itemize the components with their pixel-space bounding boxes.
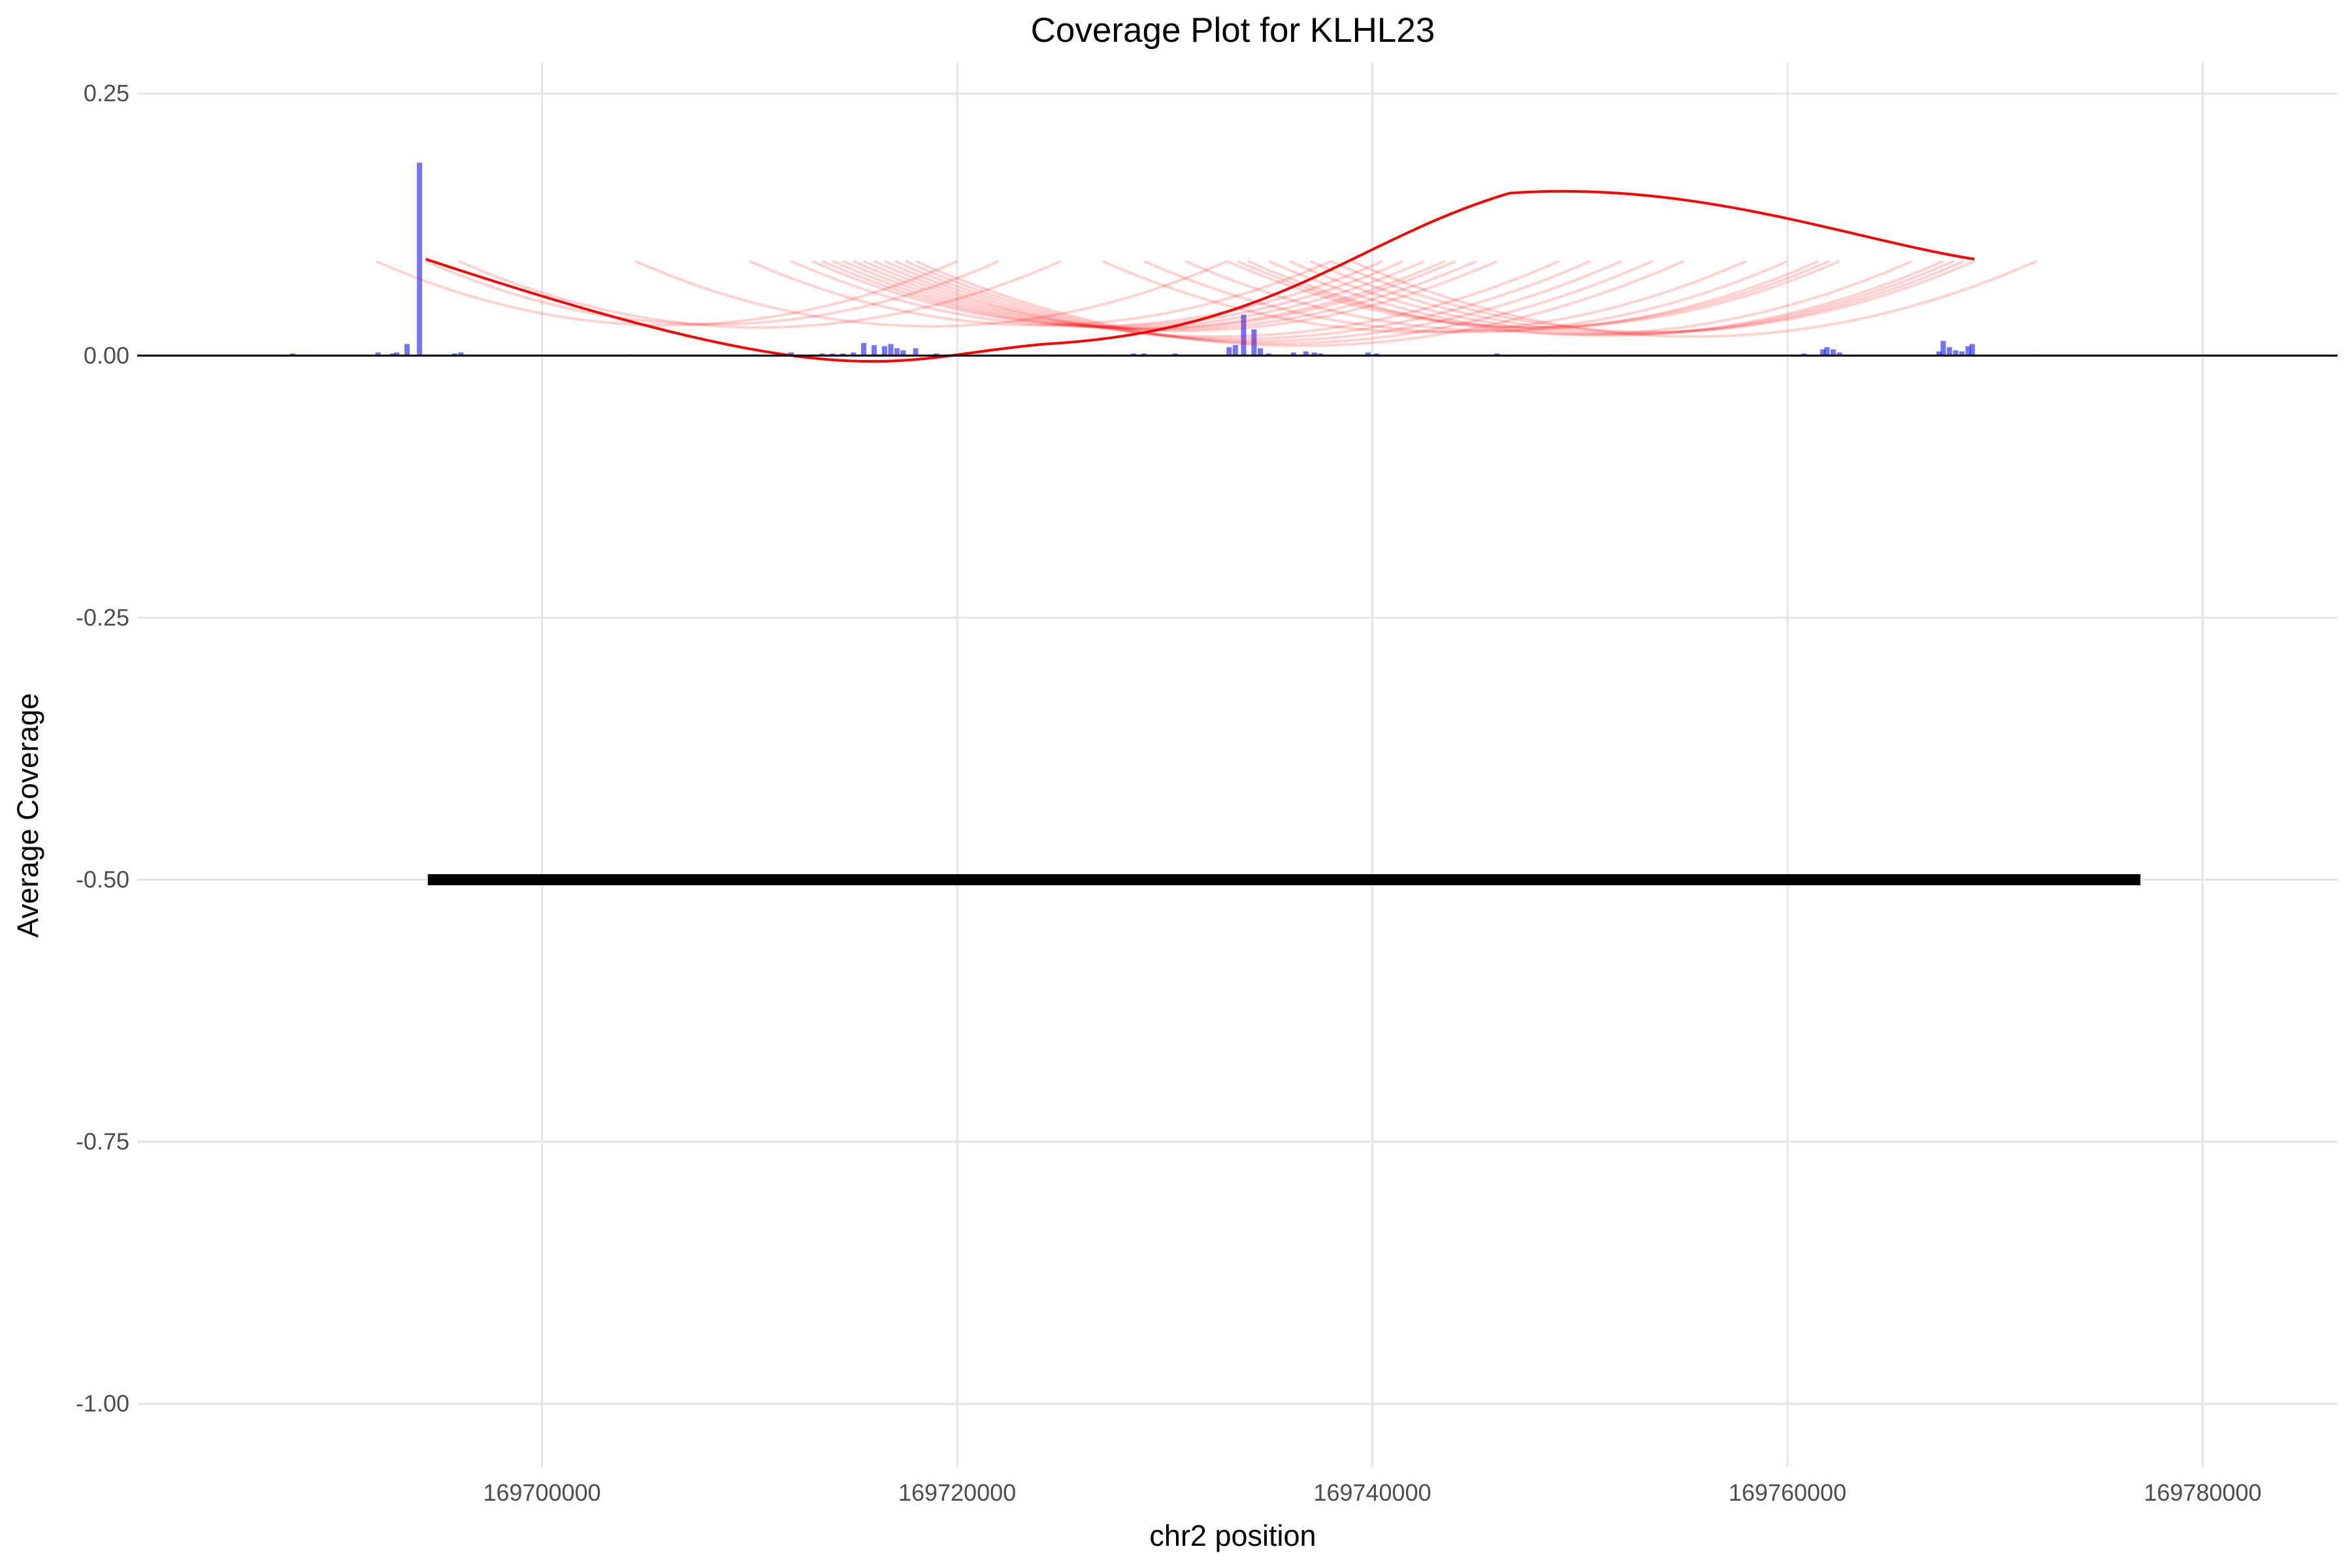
- coverage-bar: [913, 348, 919, 356]
- coverage-bar: [840, 353, 846, 356]
- x-tick-label: 169740000: [1313, 1479, 1431, 1506]
- coverage-bar: [404, 344, 410, 356]
- y-tick-label: -0.75: [76, 1128, 129, 1155]
- junction-arc: [425, 260, 1000, 326]
- x-tick-label: 169700000: [483, 1479, 600, 1506]
- coverage-bar: [417, 163, 423, 356]
- coverage-bar: [1241, 314, 1247, 356]
- coverage-bar: [389, 353, 395, 356]
- junction-arc: [1237, 260, 1840, 329]
- coverage-bar: [851, 352, 857, 356]
- x-tick-label: 169720000: [898, 1479, 1016, 1506]
- junction-arcs: [375, 189, 2038, 363]
- junction-arc: [832, 260, 1446, 330]
- coverage-bar: [1141, 353, 1147, 356]
- coverage-bar: [1946, 347, 1952, 356]
- coverage-bar: [861, 343, 867, 356]
- coverage-bar: [788, 352, 794, 356]
- junction-arc: [853, 260, 1477, 331]
- coverage-bar: [1940, 340, 1946, 356]
- coverage-bar: [830, 353, 836, 356]
- coverage-bar: [1824, 347, 1830, 356]
- coverage-bar: [1969, 344, 1975, 356]
- junction-arc: [1267, 260, 1944, 337]
- junction-arc-main: [425, 189, 1975, 363]
- junction-arc: [1350, 260, 2038, 338]
- coverage-bar: [1953, 350, 1959, 356]
- coverage-bar: [458, 352, 464, 356]
- coverage-bar: [1365, 352, 1371, 356]
- coverage-bar: [1801, 353, 1807, 356]
- junction-arc: [791, 260, 1384, 328]
- chart-title: Coverage Plot for KLHL23: [1031, 11, 1435, 50]
- y-tick-label: -0.50: [76, 866, 129, 892]
- chart-lines: [137, 354, 2338, 885]
- coverage-bar: [819, 353, 825, 356]
- coverage-bar: [290, 353, 296, 356]
- coverage-bar: [452, 353, 458, 356]
- y-tick-labels: 0.25 0.00 -0.25 -0.50 -0.75 -1.00: [76, 80, 129, 1417]
- coverage-bar: [1266, 353, 1271, 356]
- junction-arc: [458, 260, 1062, 329]
- junction-arc: [749, 260, 1331, 327]
- junction-arc: [1288, 260, 1954, 336]
- junction-arc: [842, 260, 1456, 330]
- coverage-bar: [1494, 353, 1500, 356]
- junction-arc: [874, 260, 1560, 338]
- y-axis-title: Average Coverage: [11, 693, 44, 938]
- coverage-bar: [1172, 353, 1178, 356]
- coverage-bar: [894, 348, 900, 356]
- junction-arc: [1143, 260, 1788, 334]
- coverage-bar: [1373, 353, 1379, 356]
- junction-arc: [1102, 260, 1747, 334]
- coverage-bar: [900, 350, 906, 356]
- coverage-bar: [1965, 346, 1971, 356]
- junction-arc: [863, 260, 1497, 333]
- coverage-bar: [1318, 353, 1324, 356]
- junction-arc: [1226, 260, 1830, 329]
- coverage-bar: [375, 352, 381, 356]
- junction-arc: [375, 260, 958, 327]
- coverage-bar: [1251, 329, 1257, 356]
- coverage-bar: [1303, 351, 1309, 356]
- y-tick-label: 0.00: [84, 342, 129, 368]
- y-tick-label: 0.25: [84, 80, 129, 106]
- coverage-bar: [934, 353, 939, 356]
- y-tick-label: -0.25: [76, 604, 129, 630]
- coverage-bar: [1311, 352, 1317, 356]
- junction-arc: [821, 260, 1425, 329]
- junction-arc: [1184, 260, 1820, 333]
- junction-arc: [811, 260, 1404, 328]
- coverage-bar: [1959, 351, 1965, 356]
- junction-arc: [1247, 260, 1913, 336]
- junction-arc: [894, 260, 1622, 343]
- junction-arc: [634, 260, 1228, 328]
- x-axis-title: chr2 position: [1149, 1519, 1316, 1552]
- coverage-bar: [888, 344, 894, 356]
- junction-arc: [1309, 260, 1965, 335]
- x-tick-label: 169760000: [1729, 1479, 1846, 1506]
- junction-arc: [884, 260, 1591, 340]
- junction-arc: [904, 260, 1654, 345]
- coverage-bar: [1290, 352, 1296, 356]
- coverage-bar: [1837, 352, 1842, 356]
- y-tick-label: -1.00: [76, 1390, 129, 1417]
- coverage-bar: [1226, 347, 1232, 356]
- coverage-bar: [1936, 351, 1942, 356]
- coverage-bar: [871, 345, 877, 356]
- coverage-bar: [1131, 353, 1137, 356]
- coverage-bar: [881, 346, 887, 356]
- coverage-bar: [1232, 345, 1238, 356]
- x-tick-label: 169780000: [2144, 1479, 2261, 1506]
- coverage-bar: [394, 352, 400, 356]
- x-tick-labels: 169700000 169720000 169740000 169760000 1697…: [483, 1479, 2261, 1506]
- junction-arc: [915, 260, 1684, 348]
- coverage-bar: [1830, 349, 1836, 356]
- coverage-bar: [1257, 348, 1263, 356]
- coverage-bar: [1820, 349, 1826, 356]
- junction-arc: [1330, 260, 1975, 334]
